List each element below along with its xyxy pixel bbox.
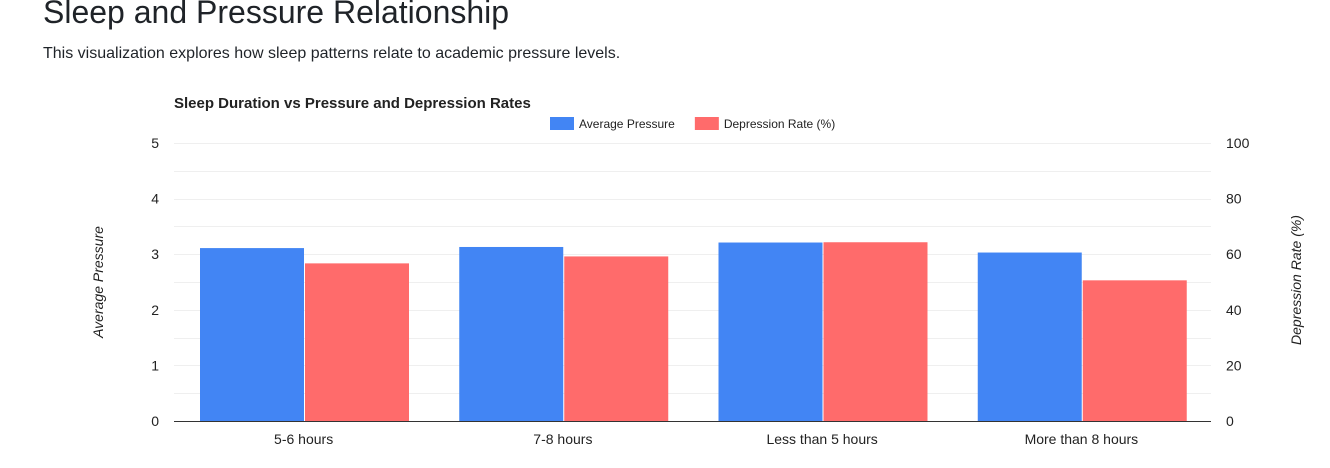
bar-depression-rate[interactable] <box>564 256 669 421</box>
x-tick-label: Less than 5 hours <box>766 431 877 447</box>
y-right-tick-label: 60 <box>1226 246 1242 262</box>
bar-average-pressure[interactable] <box>200 248 304 421</box>
page-title: Sleep and Pressure Relationship <box>43 0 510 30</box>
y-right-tick-label: 40 <box>1226 302 1242 318</box>
chart-title: Sleep Duration vs Pressure and Depressio… <box>174 95 531 112</box>
axes: 0 1 2 3 4 5 0 20 40 60 80 100 5-6 hours 7-8 hours Less… <box>151 135 1249 447</box>
bar-average-pressure[interactable] <box>977 252 1082 421</box>
page-description: This visualization explores how sleep pa… <box>43 45 621 62</box>
x-tick-label: 5-6 hours <box>274 431 333 447</box>
y-left-tick-label: 4 <box>151 191 159 207</box>
y-left-tick-label: 1 <box>151 357 159 373</box>
y-left-tick-label: 2 <box>151 302 159 318</box>
legend-label[interactable]: Depression Rate (%) <box>724 117 835 131</box>
y-left-tick-label: 3 <box>151 246 159 262</box>
bar-depression-rate[interactable] <box>1082 280 1187 421</box>
legend: Average Pressure Depression Rate (%) <box>550 117 835 131</box>
y-right-tick-label: 0 <box>1226 413 1234 429</box>
x-tick-label: 7-8 hours <box>533 431 592 447</box>
y-axis-left-label: Average Pressure <box>90 226 106 339</box>
bar-depression-rate[interactable] <box>823 242 928 421</box>
bar-depression-rate[interactable] <box>305 263 409 421</box>
y-left-tick-label: 5 <box>151 135 159 151</box>
x-tick-label: More than 8 hours <box>1025 431 1139 447</box>
y-right-tick-label: 100 <box>1226 135 1250 151</box>
y-axis-right-label: Depression Rate (%) <box>1288 215 1304 345</box>
y-right-tick-label: 20 <box>1226 357 1242 373</box>
y-left-tick-label: 0 <box>151 413 159 429</box>
legend-swatch <box>694 117 719 130</box>
legend-swatch <box>550 117 574 130</box>
bar-average-pressure[interactable] <box>459 246 564 421</box>
y-right-tick-label: 80 <box>1226 191 1242 207</box>
legend-label[interactable]: Average Pressure <box>579 117 675 131</box>
bar-average-pressure[interactable] <box>718 242 823 421</box>
bars <box>200 242 1187 421</box>
